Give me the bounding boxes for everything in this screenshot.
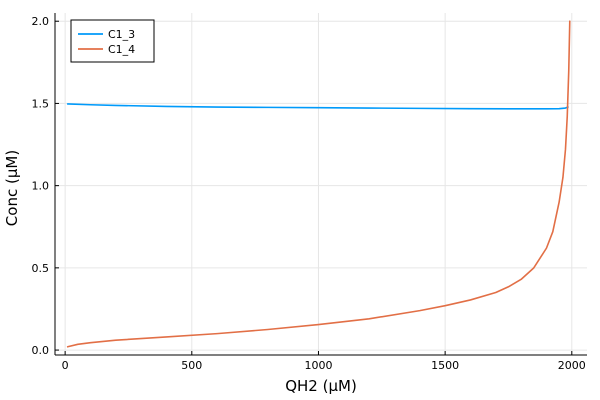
legend-box [70, 19, 155, 63]
legend: C1_3 C1_4 [70, 19, 155, 63]
x-tick-label: 1000 [304, 359, 332, 372]
x-tick-label: 500 [181, 359, 202, 372]
x-tick-label: 0 [62, 359, 69, 372]
x-axis-label: QH2 (μM) [285, 377, 357, 395]
axes [54, 13, 587, 356]
x-tick-label: 1500 [431, 359, 459, 372]
grid [55, 13, 587, 355]
y-tick-label: 0.0 [32, 344, 50, 357]
x-tick-label: 2000 [558, 359, 586, 372]
series-line-c1-3 [66, 103, 569, 110]
tick-labels: 0 500 1000 1500 2000 0.0 0.5 1.0 1.5 2.0 [32, 15, 586, 372]
y-tick-label: 1.5 [32, 97, 50, 110]
y-axis-label: Conc (μM) [3, 150, 21, 226]
y-tick-label: 0.5 [32, 262, 50, 275]
y-tick-label: 2.0 [32, 15, 50, 28]
legend-label: C1_3 [108, 28, 135, 41]
legend-label: C1_4 [108, 43, 135, 56]
series-line-c1-4 [66, 20, 571, 348]
series-group [66, 20, 571, 348]
y-tick-label: 1.0 [32, 180, 50, 193]
